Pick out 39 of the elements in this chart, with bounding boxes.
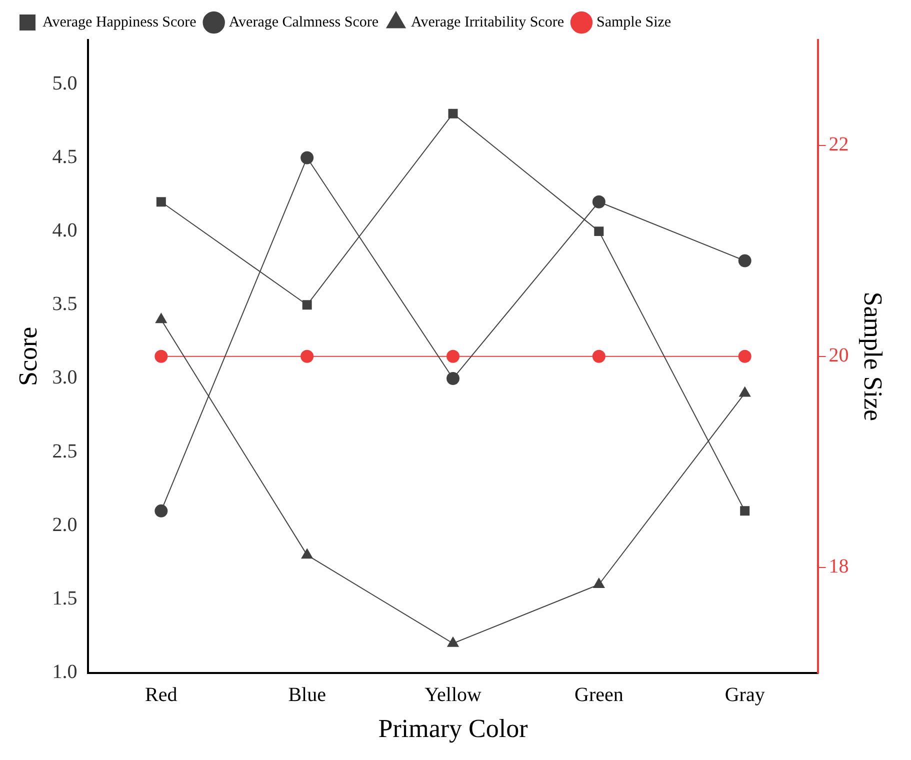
point [740,506,750,516]
y-tick-label: 4.0 [52,220,78,242]
point [447,636,459,647]
point [301,548,313,559]
y-tick-label: 2.5 [52,440,78,462]
point [302,300,312,310]
point [592,195,606,208]
y-tick-label: 1.5 [52,587,78,610]
y2-tick-label: 20 [828,344,849,367]
legend-label: Average Calmness Score [228,14,379,30]
legend-label: Average Irritability Score [411,14,564,30]
y2-tick-label: 22 [828,134,849,156]
legend-label: Average Happiness Score [42,14,197,30]
legend-label: Sample Size [596,14,672,30]
x-axis-title: Primary Color [378,714,528,744]
y-tick-label: 3.0 [52,366,78,389]
point [156,197,166,207]
y-axis-title: Score [13,326,42,386]
point [739,386,751,397]
y-tick-label: 4.5 [52,146,78,168]
point [154,504,168,518]
point [446,372,460,385]
point [300,151,314,164]
x-tick-label: Red [145,684,178,706]
y2-tick-label: 18 [828,556,849,578]
point [738,254,752,268]
point [594,226,604,236]
y-tick-label: 2.0 [52,514,78,536]
point [155,313,167,324]
y2-axis-title: Sample Size [858,292,888,422]
y-tick-label: 1.0 [52,661,78,684]
x-tick-label: Yellow [424,684,482,706]
point [448,108,458,118]
x-tick-label: Green [574,684,624,706]
x-tick-label: Gray [724,684,765,706]
x-tick-label: Blue [288,684,326,706]
y-tick-label: 3.5 [52,293,78,316]
y-tick-label: 5.0 [52,72,78,94]
point [593,578,605,588]
